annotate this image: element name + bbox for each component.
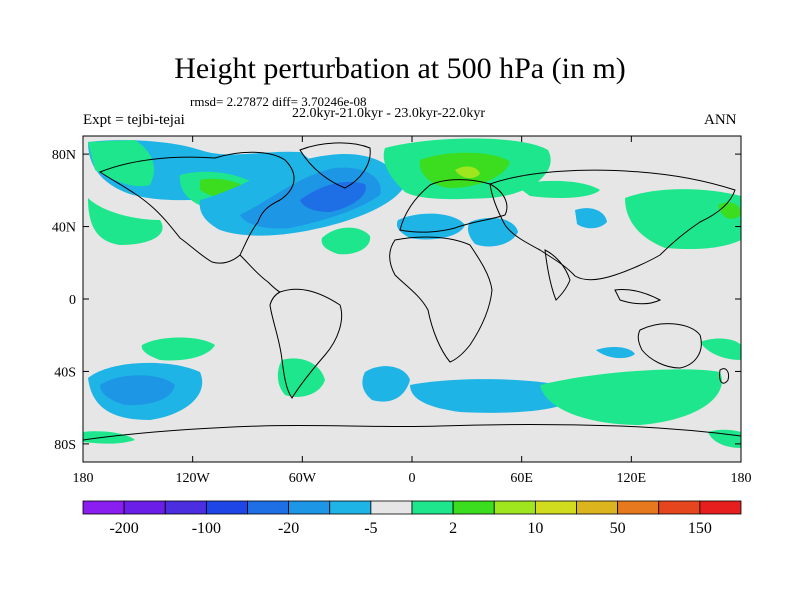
contour-fill — [708, 429, 741, 448]
contour-fill — [540, 369, 722, 425]
contour-fill — [321, 227, 371, 255]
colorbar-label: -100 — [192, 520, 221, 537]
lon-tick-label: 60W — [289, 471, 317, 486]
contour-fill — [362, 366, 410, 402]
contour-fills — [83, 138, 741, 448]
lon-tick-label: 120W — [176, 471, 211, 486]
colorbar-swatch — [123, 500, 166, 515]
colorbar-swatch — [164, 500, 207, 515]
contour-fill — [625, 189, 741, 250]
experiment-label: Expt = tejbi-tejai — [83, 112, 185, 128]
colorbar-swatch — [658, 500, 701, 515]
antarctica-outline — [83, 424, 741, 441]
asia-outline — [489, 169, 736, 281]
colorbar-swatch — [452, 500, 495, 515]
lon-tick-label: 60E — [510, 471, 533, 486]
contour-fill — [596, 346, 635, 359]
stats-line: rmsd= 2.27872 diff= 3.70246e-08 — [190, 94, 367, 109]
contour-fill — [575, 208, 607, 229]
indonesia-outline — [614, 289, 662, 305]
africa-outline — [389, 236, 493, 363]
longitude-axis: 180 120W 60W 0 60E 120E 180 — [73, 136, 752, 486]
lon-tick-label: 180 — [73, 471, 94, 486]
contour-fill — [100, 375, 175, 406]
contour-fill — [83, 431, 135, 444]
lat-tick-label: 40S — [54, 365, 76, 380]
colorbar-swatch — [370, 500, 413, 515]
lon-tick-label: 0 — [409, 471, 416, 486]
contour-fill — [396, 213, 465, 240]
contour-fill — [410, 379, 580, 413]
contour-fill — [300, 181, 366, 212]
india-outline — [544, 249, 571, 301]
colorbar — [82, 500, 742, 515]
europe-outline — [399, 179, 508, 233]
latitude-axis: 80N 40N 0 40S 80S — [52, 148, 741, 453]
season-label: ANN — [704, 112, 737, 128]
contour-fill — [277, 358, 325, 397]
contour-fill — [455, 166, 480, 179]
colorbar-labels: -200 -100 -20 -5 2 10 50 150 — [109, 520, 711, 537]
colorbar-label: -20 — [278, 520, 299, 537]
colorbar-swatch — [576, 500, 619, 515]
contour-fill — [141, 337, 215, 361]
colorbar-swatch — [247, 500, 290, 515]
lat-tick-label: 0 — [69, 293, 76, 308]
lat-tick-label: 80S — [54, 438, 76, 453]
coastlines — [83, 142, 741, 441]
colorbar-swatch — [699, 500, 742, 515]
colorbar-swatch — [617, 500, 660, 515]
colorbar-label: -5 — [364, 520, 377, 537]
colorbar-swatch — [82, 500, 125, 515]
australia-outline — [637, 323, 702, 369]
colorbar-swatch — [534, 500, 577, 515]
colorbar-swatch — [411, 500, 454, 515]
colorbar-label: 50 — [610, 520, 626, 537]
lat-tick-label: 80N — [52, 148, 76, 163]
colorbar-swatch — [288, 500, 331, 515]
central-america-outline — [239, 254, 281, 293]
lon-tick-label: 120E — [617, 471, 647, 486]
colorbar-label: 10 — [527, 520, 543, 537]
contour-fill — [88, 198, 163, 245]
plot-title: Height perturbation at 500 hPa (in m) — [174, 52, 626, 85]
contour-fill — [515, 180, 600, 198]
colorbar-swatch — [329, 500, 372, 515]
lat-tick-label: 40N — [52, 221, 76, 236]
colorbar-label: 2 — [449, 520, 457, 537]
south-america-outline — [269, 288, 343, 399]
contour-fill — [700, 338, 741, 360]
new-zealand-outline — [719, 368, 729, 384]
colorbar-swatch — [493, 500, 536, 515]
map-plot-area — [83, 136, 741, 462]
lon-tick-label: 180 — [731, 471, 752, 486]
colorbar-label: 150 — [688, 520, 712, 537]
greenland-outline — [299, 142, 371, 189]
colorbar-swatch — [205, 500, 248, 515]
period-line: 22.0kyr-21.0kyr - 23.0kyr-22.0kyr — [292, 106, 486, 121]
north-america-outline — [98, 151, 295, 264]
colorbar-label: -200 — [109, 520, 138, 537]
